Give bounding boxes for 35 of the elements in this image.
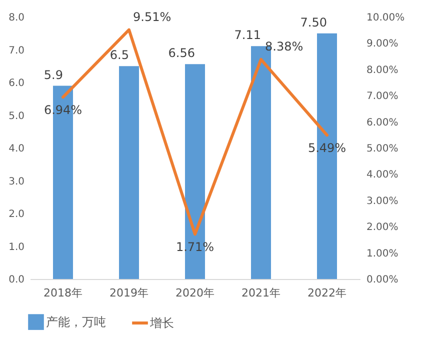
y-tick-label: 2.0 xyxy=(8,209,24,220)
data-label: 6.56 xyxy=(168,46,195,60)
y2-tick-label: 2.00% xyxy=(366,222,398,234)
y2-tick-label: 9.00% xyxy=(366,38,398,50)
y2-tick-label: 4.00% xyxy=(366,170,398,181)
y2-tick-label: 3.00% xyxy=(366,196,398,207)
y-tick-label: 4.0 xyxy=(8,144,24,154)
x-tick-label: 2020年 xyxy=(176,286,214,300)
y2-tick-label: 0.00% xyxy=(366,274,398,286)
data-label: 8.38% xyxy=(265,39,304,54)
y-tick-label: 7.0 xyxy=(8,45,24,56)
data-label: 7.11 xyxy=(234,28,261,42)
x-tick-label: 2018年 xyxy=(44,286,82,300)
x-tick-label: 2019年 xyxy=(110,286,148,300)
x-tick-label: 2021年 xyxy=(242,286,280,300)
data-label: 7.50 xyxy=(300,15,327,30)
y-tick-label: 5.0 xyxy=(8,110,24,122)
y2-tick-label: 10.00% xyxy=(366,12,405,24)
y-tick-label: 3.0 xyxy=(8,176,24,188)
x-tick-label: 2022年 xyxy=(308,286,346,300)
y-tick-label: 1.0 xyxy=(8,242,24,253)
data-label: 5.9 xyxy=(44,68,63,82)
y2-tick-label: 1.00% xyxy=(366,248,398,260)
bar xyxy=(119,66,139,279)
data-label: 6.5 xyxy=(110,48,129,62)
legend-label: 增长 xyxy=(149,316,174,330)
y2-tick-label: 5.00% xyxy=(366,144,398,154)
y-tick-label: 0.0 xyxy=(8,274,24,286)
y2-tick-label: 6.00% xyxy=(366,117,398,128)
y-tick-label: 8.0 xyxy=(8,12,24,24)
data-label: 9.51% xyxy=(133,10,172,24)
legend-label: 产能，万吨 xyxy=(46,315,106,330)
y2-tick-label: 8.00% xyxy=(366,64,398,76)
y2-tick-label: 7.00% xyxy=(366,91,398,102)
y-tick-label: 6.0 xyxy=(8,78,24,89)
